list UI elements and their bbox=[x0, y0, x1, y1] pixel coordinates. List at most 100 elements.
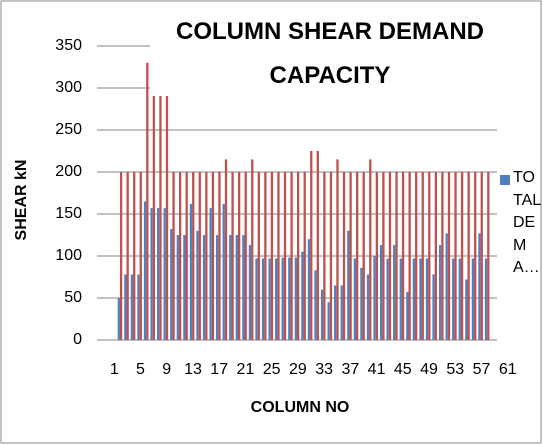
bar bbox=[222, 203, 225, 340]
bar bbox=[467, 172, 470, 340]
bar bbox=[406, 292, 409, 340]
y-axis-title: SHEAR kN bbox=[13, 160, 30, 241]
y-tick-label: 350 bbox=[55, 37, 82, 54]
x-tick-label: 21 bbox=[237, 361, 255, 378]
bar bbox=[382, 172, 385, 340]
bar bbox=[242, 235, 245, 340]
bar bbox=[255, 258, 258, 340]
bar bbox=[316, 151, 319, 340]
bar bbox=[307, 239, 311, 340]
bar bbox=[487, 172, 490, 340]
bar bbox=[484, 258, 488, 340]
bar bbox=[264, 172, 267, 340]
bar bbox=[290, 172, 293, 340]
y-tick-label: 0 bbox=[73, 331, 82, 348]
x-tick-label: 9 bbox=[162, 361, 171, 378]
bar bbox=[202, 235, 206, 340]
bar bbox=[445, 233, 448, 340]
bar bbox=[310, 151, 313, 340]
bar bbox=[176, 235, 179, 340]
bar bbox=[441, 172, 444, 340]
bar bbox=[301, 251, 304, 340]
bar bbox=[412, 258, 416, 340]
bar bbox=[401, 172, 405, 340]
bar bbox=[320, 289, 324, 340]
bar bbox=[139, 172, 142, 340]
bar bbox=[334, 285, 337, 340]
x-tick-label: 57 bbox=[473, 361, 491, 378]
bar bbox=[281, 257, 284, 340]
bar bbox=[244, 172, 247, 340]
bar bbox=[386, 258, 389, 340]
bar bbox=[231, 172, 234, 340]
bar bbox=[460, 172, 464, 340]
bar bbox=[157, 208, 160, 340]
bar bbox=[297, 172, 300, 340]
bar bbox=[283, 172, 287, 340]
bar bbox=[189, 203, 193, 340]
bar bbox=[146, 62, 149, 341]
bar bbox=[366, 274, 370, 340]
bar bbox=[428, 172, 431, 340]
bar bbox=[432, 274, 435, 340]
x-tick-label: 41 bbox=[368, 361, 386, 378]
bar bbox=[288, 257, 291, 340]
bar bbox=[375, 172, 378, 340]
bar bbox=[248, 245, 252, 340]
bar bbox=[205, 172, 208, 340]
y-tick-label: 200 bbox=[55, 163, 82, 180]
bar bbox=[303, 172, 306, 340]
bar bbox=[133, 172, 136, 340]
y-tick-label: 300 bbox=[55, 79, 82, 96]
bar bbox=[235, 235, 238, 340]
bar bbox=[395, 172, 398, 340]
bar bbox=[314, 270, 317, 340]
title-box: COLUMN SHEAR DEMAND CAPACITY bbox=[176, 18, 484, 89]
title-backdrop bbox=[150, 10, 510, 96]
bar bbox=[329, 172, 333, 340]
bar bbox=[261, 258, 265, 340]
bar bbox=[356, 172, 359, 340]
bar bbox=[425, 258, 429, 340]
bar bbox=[159, 62, 162, 341]
bar bbox=[454, 172, 457, 340]
x-tick-label: 37 bbox=[341, 361, 359, 378]
bar bbox=[270, 172, 274, 340]
x-tick-label: 33 bbox=[315, 361, 333, 378]
x-tick-label: 45 bbox=[394, 361, 412, 378]
bar bbox=[393, 245, 396, 340]
bar bbox=[373, 256, 376, 340]
x-tick-label: 25 bbox=[263, 361, 281, 378]
bar bbox=[198, 172, 201, 340]
bar bbox=[126, 172, 129, 340]
y-tick-label: 50 bbox=[64, 289, 82, 306]
bar bbox=[340, 285, 343, 340]
bar bbox=[268, 258, 271, 340]
bar bbox=[224, 159, 228, 340]
bar bbox=[257, 172, 260, 340]
bar bbox=[209, 208, 212, 340]
bar bbox=[143, 201, 147, 340]
bar bbox=[277, 172, 280, 340]
bar bbox=[323, 172, 326, 340]
bar bbox=[447, 172, 451, 340]
bar bbox=[172, 172, 175, 340]
plot-area: 0 50 100 150 200 250 300 350 1 5 9 13 17 21 25 29 33 37 41… bbox=[55, 37, 516, 378]
bar bbox=[117, 298, 120, 340]
bar bbox=[452, 258, 455, 340]
chart-title: COLUMN SHEAR DEMAND CAPACITY bbox=[176, 18, 484, 89]
bar bbox=[347, 230, 350, 340]
bar bbox=[130, 274, 134, 340]
bar bbox=[211, 172, 215, 340]
legend-label: TOTAL DEMA… bbox=[513, 169, 541, 276]
bar bbox=[478, 233, 481, 340]
legend-swatch bbox=[500, 175, 510, 185]
bar bbox=[480, 172, 483, 340]
bar bbox=[369, 159, 372, 340]
bar bbox=[183, 235, 186, 340]
bar bbox=[399, 258, 402, 340]
bar bbox=[438, 245, 442, 340]
bar bbox=[362, 172, 365, 340]
bar bbox=[152, 62, 156, 341]
